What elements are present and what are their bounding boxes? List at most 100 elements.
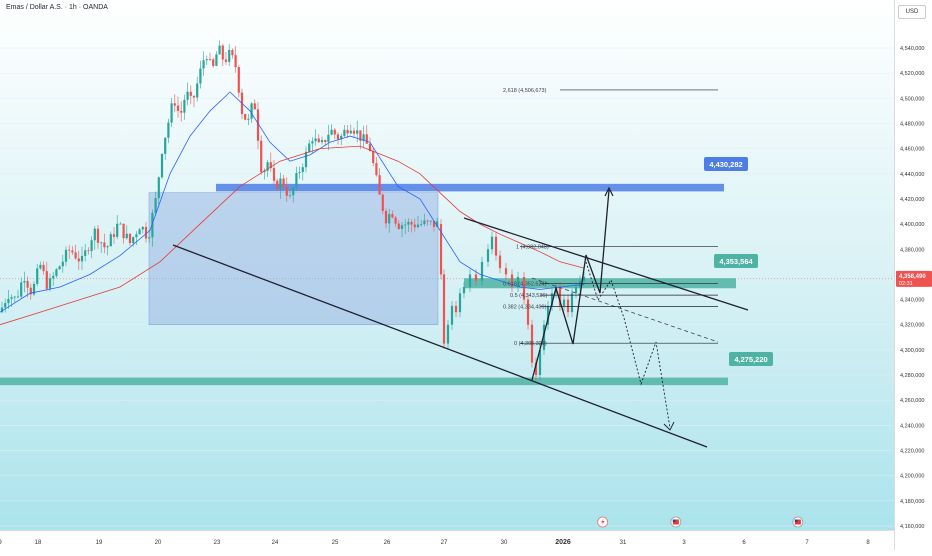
candle-body [436, 221, 439, 227]
price-tick-label: 4,400,000 [900, 222, 924, 228]
arrow-head-icon [604, 186, 614, 197]
candle-body [122, 223, 125, 239]
time-tick-label: 19 [96, 540, 103, 546]
candle-body [546, 305, 550, 325]
time-tick-label: 8 [866, 540, 870, 546]
candle-body [516, 276, 520, 287]
candle-body [362, 134, 365, 141]
candle-body [196, 83, 199, 98]
candle-body [157, 177, 160, 199]
candle-body [180, 110, 183, 113]
candle-body [526, 299, 530, 325]
channel-mid-line [531, 277, 719, 343]
candle-body [333, 129, 336, 135]
candle-body [292, 187, 295, 196]
candle-body [64, 249, 68, 262]
candle-body [372, 151, 375, 164]
candle-body [84, 250, 87, 256]
candle-body [446, 324, 450, 344]
candle-body [429, 220, 432, 222]
plot-area[interactable]: 0 (4,305,328) 0.382 (4,334,409) 0.5 (4,343… [0, 0, 894, 530]
current-price-badge [896, 270, 932, 287]
price-tick-label: 4,160,000 [900, 524, 924, 530]
event-icons[interactable] [597, 516, 804, 528]
candle-body [410, 221, 413, 225]
candle-body [39, 264, 42, 269]
candle-body [132, 237, 135, 244]
time-tick-label: 9 [0, 540, 2, 546]
candle-body [330, 129, 333, 135]
candle-body [566, 299, 570, 313]
candle-body [510, 274, 514, 287]
zone-price-label: 4,430,282 [709, 160, 742, 169]
candle-body [100, 242, 103, 244]
candle-body [244, 114, 247, 120]
candle-body [314, 138, 317, 142]
candle-body [247, 118, 250, 120]
candle-body [4, 303, 7, 308]
countdown-label: 02:31 [899, 281, 913, 287]
candle-body [52, 275, 55, 279]
price-axis[interactable]: 4,160,000 4,180,000 4,200,000 4,220,000 4,24… [894, 0, 932, 550]
candle-body [119, 223, 122, 225]
candle-body [282, 178, 285, 187]
candle-body [279, 178, 282, 190]
price-tick-label: 4,380,000 [900, 247, 924, 253]
price-tick-label: 4,260,000 [900, 398, 924, 404]
candle-body [61, 261, 64, 267]
price-axis-svg: 4,160,000 4,180,000 4,200,000 4,220,000 4,24… [896, 46, 932, 530]
candle-body [381, 194, 384, 211]
candle-body [0, 307, 4, 313]
candle-body [176, 105, 180, 111]
candle-body [173, 103, 176, 106]
candle-body [125, 233, 128, 239]
candle-body [288, 195, 292, 197]
zone-price-label: 4,275,220 [734, 355, 767, 364]
candle-body [202, 60, 205, 69]
candle-body [7, 298, 10, 304]
candle-body [295, 173, 298, 188]
time-axis-svg: 18 19 20 23 24 25 26 27 30 31 2026 3 6 7 8 9 [0, 539, 870, 546]
price-labels: 4,430,282 4,353,564 4,275,220 [704, 157, 773, 366]
candle-body [87, 250, 90, 252]
candle-body [269, 162, 272, 169]
candle-body [218, 45, 221, 55]
candle-body [450, 305, 454, 325]
time-tick-label: 7 [805, 540, 809, 546]
fib-level-label: 1 (4,382,048) [516, 245, 549, 251]
candle-body [231, 49, 234, 56]
candle-body [407, 221, 410, 225]
candle-body [250, 103, 253, 119]
candle-body [413, 224, 416, 228]
candle-body [378, 175, 381, 195]
candle-body [48, 278, 52, 289]
candle-body [148, 237, 151, 239]
zone-upper-resistance [216, 183, 724, 192]
time-axis[interactable]: 18 19 20 23 24 25 26 27 30 31 2026 3 6 7 8 9 [0, 530, 894, 551]
candle-body [343, 129, 346, 136]
candle-body [494, 236, 498, 256]
candle-body [93, 228, 96, 241]
time-tick-label: 25 [332, 540, 339, 546]
candle-body [26, 281, 29, 288]
fib-level-label: 0.382 (4,334,409) [503, 305, 547, 311]
price-tick-label: 4,200,000 [900, 474, 924, 480]
flag-stripes [794, 519, 801, 525]
candle-body [582, 276, 586, 281]
candle-body [237, 67, 240, 93]
candle-body [375, 163, 378, 176]
currency-button[interactable]: USD [898, 5, 926, 19]
candle-body [570, 293, 574, 313]
candle-body [71, 250, 74, 253]
lightning-glyph [601, 518, 605, 526]
candle-body [58, 266, 61, 270]
arrow-down-icon [663, 421, 675, 431]
candle-body [574, 287, 578, 294]
bearish-projection [585, 261, 671, 429]
candle-body [208, 59, 212, 60]
candle-body [534, 362, 538, 376]
candle-body [68, 249, 71, 251]
candle-body [189, 91, 192, 96]
candle-body [432, 220, 436, 227]
